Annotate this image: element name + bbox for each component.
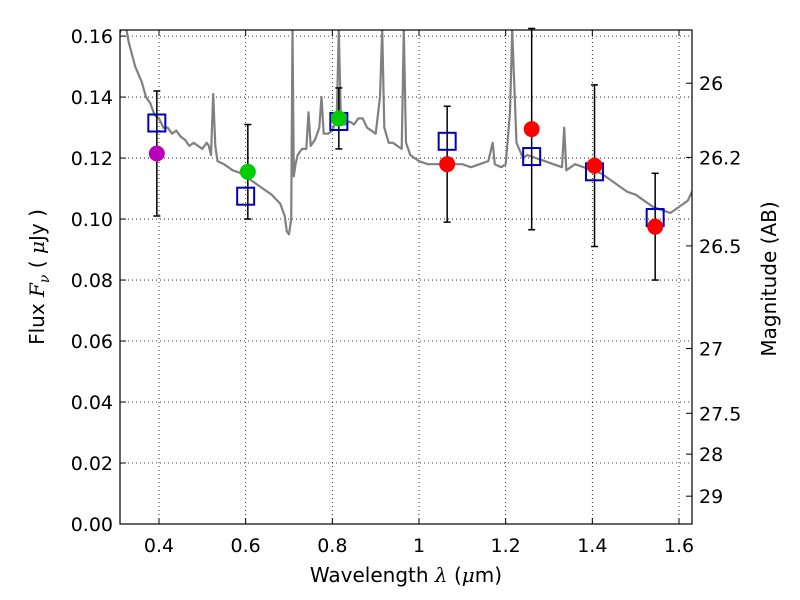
x-tick-label: 0.4 xyxy=(144,535,174,557)
plot-frame xyxy=(119,29,693,525)
y2-tick-label: 29 xyxy=(699,486,723,508)
y2-tick-label: 26.2 xyxy=(699,147,741,169)
x-axis-label: Wavelength λ (μm) xyxy=(310,563,502,587)
observed-circle-marker xyxy=(647,218,664,235)
y-label-prefix: Flux xyxy=(25,303,49,345)
x-tick-label: 1.2 xyxy=(491,535,521,557)
model-square-marker xyxy=(437,131,457,151)
plot-area xyxy=(120,30,692,236)
x-tick-label: 0.8 xyxy=(317,535,347,557)
x-label-open: ( xyxy=(454,563,462,587)
observed-circle-marker xyxy=(148,145,165,162)
x-tick-label: 1 xyxy=(413,535,425,557)
y-label-open: ( xyxy=(25,260,49,268)
y-tick-label: 0.16 xyxy=(71,26,113,48)
observed-circle-marker xyxy=(239,163,256,180)
x-axis-ticks: 0.4 0.6 0.8 1 1.2 1.4 1.6 xyxy=(144,30,694,557)
observed-circle-marker xyxy=(523,121,540,138)
y-tick-label: 0.10 xyxy=(71,209,113,231)
y2-axis-ticks: 26 26.2 26.5 27 27.5 28 29 xyxy=(686,73,741,508)
y-tick-label: 0.12 xyxy=(71,148,113,170)
markers-group xyxy=(147,110,665,235)
sed-line xyxy=(120,30,692,236)
y2-tick-label: 28 xyxy=(699,444,723,466)
x-tick-label: 0.6 xyxy=(231,535,261,557)
y2-tick-label: 27.5 xyxy=(699,403,741,425)
y-tick-label: 0.00 xyxy=(71,514,113,536)
y-tick-label: 0.04 xyxy=(71,392,113,414)
model-square-marker xyxy=(236,186,256,206)
model-square-marker xyxy=(147,113,167,133)
y-label-subscript: ν xyxy=(37,274,53,283)
observed-circle-marker xyxy=(330,110,347,127)
series-group xyxy=(120,30,692,236)
x-label-symbol: λ xyxy=(434,563,448,587)
y-tick-label: 0.14 xyxy=(71,87,113,109)
y2-tick-label: 26 xyxy=(699,73,723,95)
observed-circle-marker xyxy=(439,156,456,173)
x-label-prefix: Wavelength xyxy=(310,563,429,587)
x-label-unit: m) xyxy=(475,563,502,587)
y-axis-ticks: 0.00 0.02 0.04 0.06 0.08 0.10 0.12 0.14 0.16 xyxy=(71,26,126,536)
y2-tick-label: 27 xyxy=(699,339,723,361)
x-tick-label: 1.6 xyxy=(664,535,694,557)
y-tick-label: 0.02 xyxy=(71,453,113,475)
model-square-marker xyxy=(522,147,542,167)
y-tick-label: 0.08 xyxy=(71,270,113,292)
y-label-symbol: F xyxy=(25,282,49,298)
y-label-mu: μ xyxy=(25,241,49,254)
y-tick-label: 0.06 xyxy=(71,331,113,353)
y-axis-label: Flux Fν ( μJy ) xyxy=(25,209,53,345)
observed-circle-marker xyxy=(586,157,603,174)
x-tick-label: 1.4 xyxy=(577,535,607,557)
y2-tick-label: 26.5 xyxy=(699,236,741,258)
x-label-mu: μ xyxy=(462,563,475,587)
y-label-unit: Jy ) xyxy=(25,209,49,243)
y2-axis-label: Magnitude (AB) xyxy=(757,201,781,356)
